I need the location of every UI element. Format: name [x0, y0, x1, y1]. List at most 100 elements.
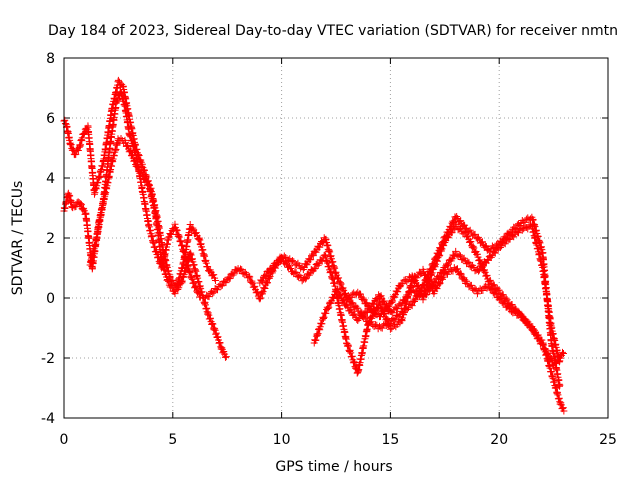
data-point: [471, 230, 479, 238]
data-point: [432, 260, 440, 268]
data-point: [547, 354, 555, 362]
data-point: [320, 313, 328, 321]
data-point: [343, 302, 351, 310]
data-point: [560, 407, 568, 415]
data-point: [354, 304, 362, 312]
data-point: [246, 273, 254, 281]
y-tick-label: -4: [41, 411, 55, 427]
data-point: [171, 290, 179, 298]
data-point: [457, 252, 465, 260]
series-sat-g: [343, 220, 567, 370]
data-point: [251, 282, 259, 290]
data-point: [214, 333, 222, 341]
data-point: [380, 297, 388, 305]
data-point: [437, 246, 445, 254]
data-point: [428, 283, 436, 291]
plot-frame: [63, 57, 609, 419]
data-point: [438, 274, 446, 282]
data-point: [314, 331, 322, 339]
data-point: [464, 232, 472, 240]
data-point: [348, 352, 356, 360]
data-point: [207, 314, 215, 322]
data-point: [436, 251, 444, 259]
data-point: [476, 256, 484, 264]
data-point: [77, 200, 85, 208]
data-point: [456, 269, 464, 277]
data-point: [483, 271, 491, 279]
data-point: [356, 290, 364, 298]
data-point: [490, 281, 498, 289]
data-point: [520, 314, 528, 322]
data-point: [167, 230, 175, 238]
data-point: [479, 287, 487, 295]
data-point: [379, 309, 387, 317]
data-point: [453, 265, 461, 273]
data-point: [314, 330, 322, 338]
data-point: [386, 325, 394, 333]
data-point: [209, 320, 217, 328]
data-point: [214, 286, 222, 294]
data-point: [403, 278, 411, 286]
data-point: [363, 309, 371, 317]
data-point: [222, 279, 230, 287]
data-point: [420, 291, 428, 299]
data-point: [425, 276, 433, 284]
data-point: [324, 304, 332, 312]
data-point: [311, 247, 319, 255]
data-point: [288, 257, 296, 265]
data-point: [515, 229, 523, 237]
data-point: [141, 175, 149, 183]
series-sat-a: [60, 76, 230, 361]
data-point: [325, 303, 333, 311]
data-point: [219, 349, 227, 357]
data-point: [495, 286, 503, 294]
data-point: [469, 242, 477, 250]
data-point: [479, 262, 487, 270]
data-point: [114, 76, 122, 84]
data-point: [291, 268, 299, 276]
y-tick-label: 2: [46, 231, 55, 247]
data-point: [221, 353, 229, 361]
data-point: [272, 261, 280, 269]
data-point: [365, 318, 373, 326]
data-point: [292, 269, 300, 277]
data-point: [501, 240, 509, 248]
data-point: [260, 284, 268, 292]
data-point: [503, 296, 511, 304]
data-point: [192, 229, 200, 237]
data-point: [457, 224, 465, 232]
data-point: [303, 261, 311, 269]
data-point: [186, 269, 194, 277]
data-point: [67, 141, 75, 149]
data-point: [481, 242, 489, 250]
data-point: [238, 266, 246, 274]
data-point: [326, 298, 334, 306]
y-tick-label: 4: [46, 171, 55, 187]
data-point: [279, 254, 287, 262]
data-point: [316, 323, 324, 331]
data-point: [559, 404, 567, 412]
data-point: [426, 275, 434, 283]
data-point: [438, 245, 446, 253]
data-point: [190, 279, 198, 287]
data-point: [350, 358, 358, 366]
data-point: [371, 321, 379, 329]
data-point: [467, 281, 475, 289]
data-point: [196, 293, 204, 301]
data-point: [517, 310, 525, 318]
data-point: [77, 201, 85, 209]
data-point: [157, 264, 165, 272]
data-point: [258, 289, 266, 297]
data-point: [550, 362, 558, 370]
data-point: [211, 276, 219, 284]
data-point: [177, 237, 185, 245]
data-point: [146, 186, 154, 194]
data-point: [217, 282, 225, 290]
data-point: [312, 248, 320, 256]
x-tick-label: 25: [599, 432, 617, 448]
data-point: [205, 293, 213, 301]
data-point: [435, 252, 443, 260]
data-point: [453, 265, 461, 273]
data-point: [535, 334, 543, 342]
data-point: [452, 247, 460, 255]
